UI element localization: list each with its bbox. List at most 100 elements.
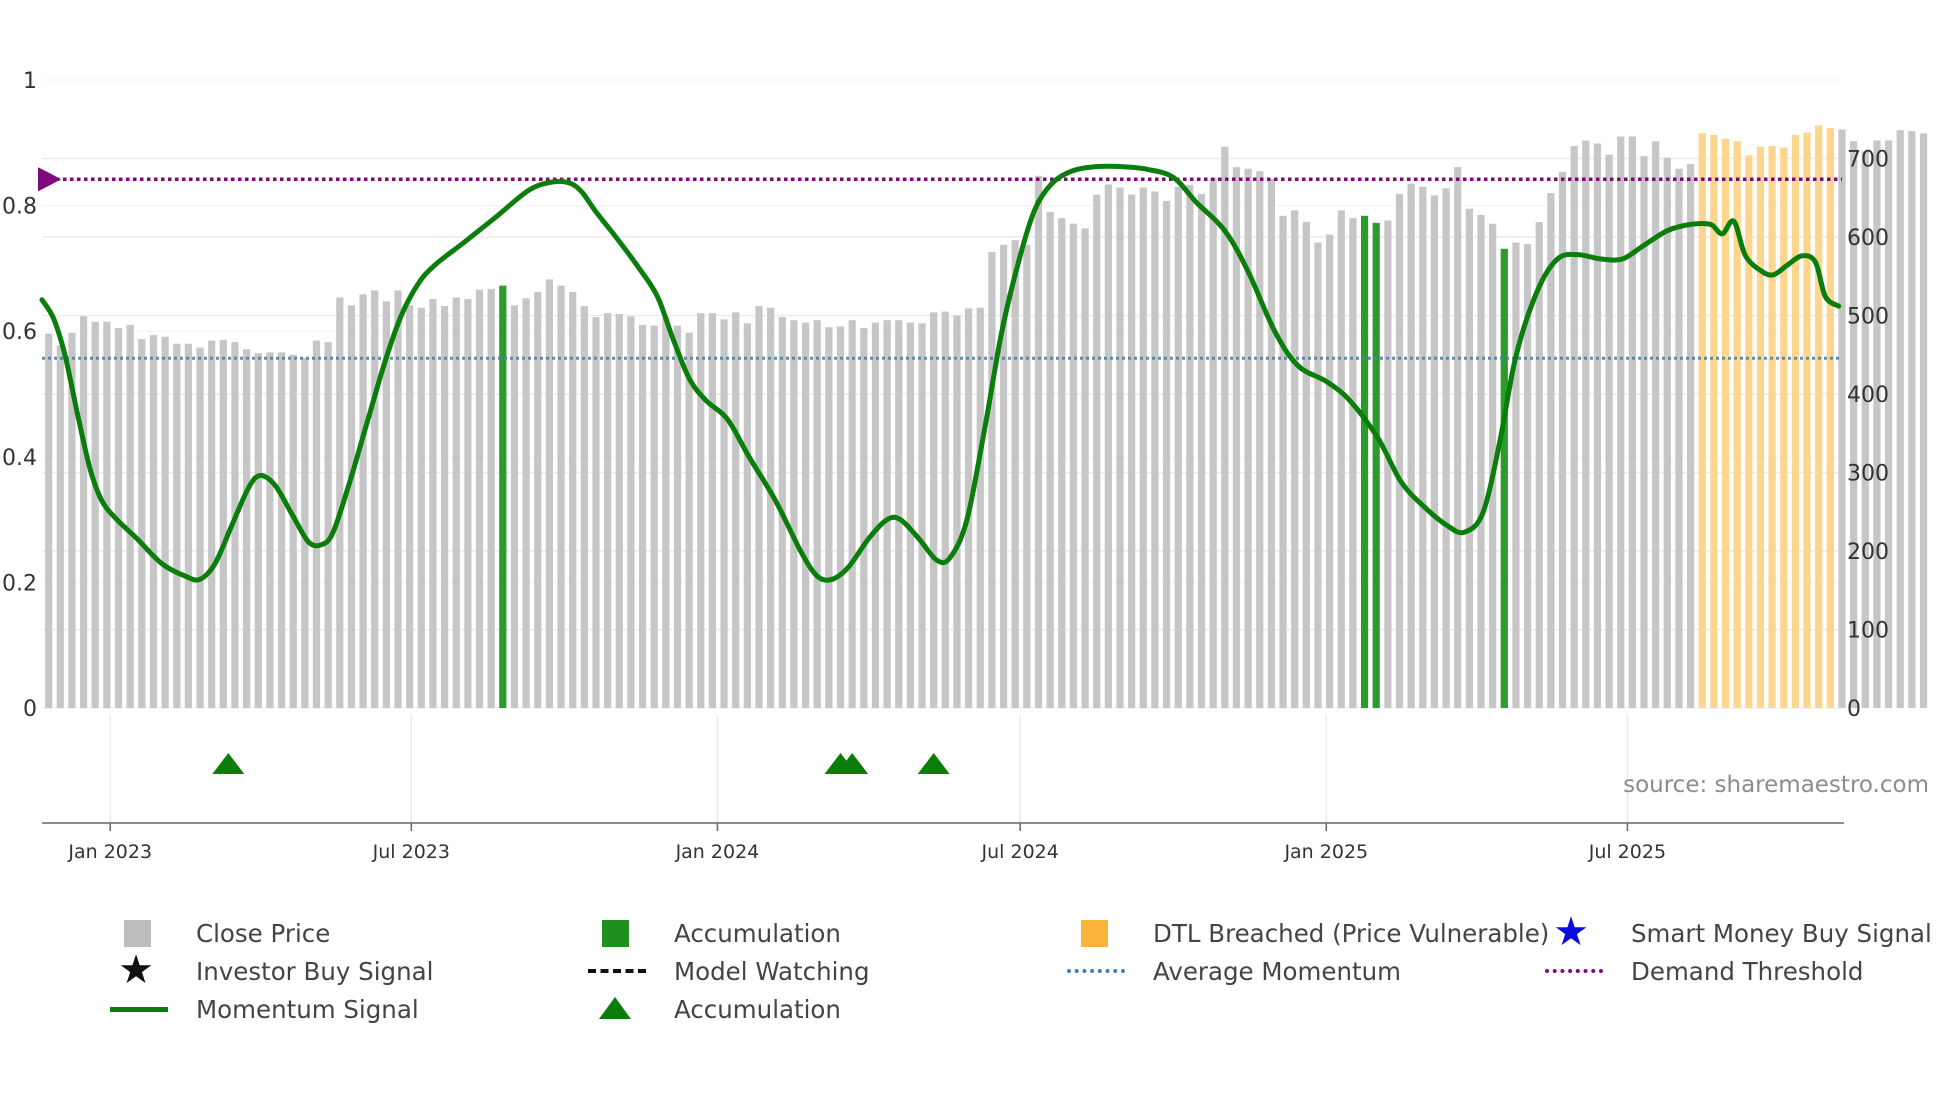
close-price-bar: [359, 294, 367, 708]
close-price-bar: [149, 335, 158, 708]
close-price-bar: [615, 313, 623, 708]
close-price-bar: [1896, 130, 1904, 709]
close-price-bar: [126, 324, 134, 708]
left-axis-tick-label: 0.6: [2, 320, 37, 345]
close-price-bar: [673, 325, 682, 708]
dtl-breached-bar: [1780, 147, 1788, 708]
close-price-bar: [1058, 218, 1066, 708]
close-price-bar: [930, 312, 938, 708]
close-price-bar: [1395, 193, 1404, 708]
close-price-bar: [1570, 145, 1578, 708]
close-price-bar: [196, 347, 204, 708]
close-price-bar: [1617, 136, 1625, 708]
close-price-bar: [324, 342, 332, 708]
dotted-line-icon: [1545, 969, 1603, 973]
close-price-bar: [569, 291, 577, 708]
accumulation-bar: [499, 285, 507, 708]
close-price-bar: [1349, 218, 1357, 708]
x-axis-tick-label: Jan 2024: [675, 841, 760, 863]
legend-item-demand-threshold[interactable]: Demand Threshold: [1535, 953, 1863, 989]
dtl-breached-bar: [1698, 133, 1706, 708]
close-price-bar: [1267, 178, 1275, 708]
close-price-bar: [708, 313, 717, 708]
dtl-breached-bar: [1756, 146, 1765, 709]
close-price-bar: [732, 312, 740, 708]
close-price-bar: [68, 332, 76, 708]
right-axis-tick-label: 100: [1847, 619, 1889, 644]
close-price-bar: [604, 313, 612, 708]
close-price-bar: [231, 342, 239, 708]
close-price-swatch: [124, 920, 151, 947]
close-price-bar: [545, 279, 554, 708]
source-note: source: sharemaestro.com: [1623, 772, 1929, 798]
close-price-bar: [1454, 167, 1462, 708]
close-price-bar: [347, 305, 356, 708]
legend: Close Price Accumulation DTL Breached (P…: [0, 909, 1960, 1055]
close-price-bar: [743, 323, 751, 708]
close-price-bar: [1640, 156, 1648, 708]
right-axis-tick-label: 500: [1847, 305, 1889, 330]
close-price-bar: [1174, 186, 1182, 708]
close-price-bar: [534, 291, 542, 708]
legend-label: Accumulation: [674, 918, 841, 948]
close-price-bar: [487, 288, 495, 708]
legend-item-accumulation[interactable]: Accumulation: [578, 915, 841, 951]
close-price-bar: [1687, 163, 1695, 708]
close-price-bar: [1291, 210, 1299, 708]
x-axis-tick-label: Jul 2025: [1588, 841, 1666, 863]
close-price-bar: [1477, 215, 1485, 708]
close-price-bar: [417, 307, 425, 708]
close-price-bar: [1663, 157, 1671, 709]
right-axis-tick-label: 200: [1847, 540, 1889, 565]
close-price-bar: [662, 317, 670, 708]
close-price-bar: [1046, 211, 1054, 708]
legend-item-dtl-breached[interactable]: DTL Breached (Price Vulnerable): [1057, 915, 1549, 951]
dtl-breached-bar: [1745, 155, 1753, 709]
right-axis-tick-label: 300: [1847, 462, 1889, 487]
legend-item-model-watching[interactable]: Model Watching: [578, 953, 870, 989]
close-price-bar: [510, 305, 519, 708]
close-price-bar: [1034, 175, 1043, 708]
close-price-bar: [371, 290, 379, 708]
close-price-bar: [1197, 193, 1206, 708]
accumulation-bar: [1360, 215, 1369, 708]
close-price-bar: [1256, 171, 1264, 708]
legend-item-average-momentum[interactable]: Average Momentum: [1057, 953, 1401, 989]
accumulation-marker: [212, 753, 245, 774]
dtl-breached-bar: [1768, 145, 1776, 708]
close-price-bar: [638, 324, 647, 708]
black-star-icon: ★: [118, 947, 154, 993]
close-price-bar: [755, 306, 763, 708]
legend-item-close-price[interactable]: Close Price: [100, 915, 330, 951]
right-axis-tick-label: 400: [1847, 383, 1889, 408]
close-price-bar: [1535, 222, 1543, 708]
reference-lines: [38, 167, 1842, 360]
close-price-bar: [1384, 220, 1392, 708]
close-price-bar: [1081, 228, 1089, 709]
legend-item-smart-money-buy-signal[interactable]: ★ Smart Money Buy Signal: [1535, 909, 1932, 955]
close-price-bar: [1908, 131, 1916, 708]
close-price-bar: [1838, 129, 1846, 708]
close-price-bar: [1652, 141, 1660, 709]
close-price-bar: [1593, 143, 1602, 708]
legend-item-investor-buy-signal[interactable]: ★ Investor Buy Signal: [100, 947, 433, 993]
demand-threshold-marker: [38, 167, 61, 192]
close-price-bar: [79, 316, 88, 708]
close-price-bar: [1209, 178, 1217, 708]
legend-item-accumulation-marker[interactable]: Accumulation: [578, 991, 841, 1027]
close-price-bar: [650, 325, 658, 708]
close-price-bar: [91, 321, 99, 708]
right-axis-tick-label: 700: [1847, 148, 1889, 173]
close-price-bar: [1279, 215, 1287, 708]
close-price-bar: [697, 313, 705, 708]
legend-item-momentum-signal[interactable]: Momentum Signal: [100, 991, 419, 1027]
close-price-bar: [1419, 186, 1427, 708]
x-axis-tick-label: Jan 2025: [1283, 841, 1368, 863]
legend-label: Accumulation: [674, 994, 841, 1024]
right-axis-tick-label: 0: [1847, 697, 1861, 722]
accumulation-marker-series: [212, 753, 950, 774]
left-axis-tick-label: 0: [23, 697, 37, 722]
close-price-bar: [1850, 141, 1858, 709]
dtl-breached-bar: [1791, 134, 1800, 708]
close-price-bar: [592, 317, 600, 708]
